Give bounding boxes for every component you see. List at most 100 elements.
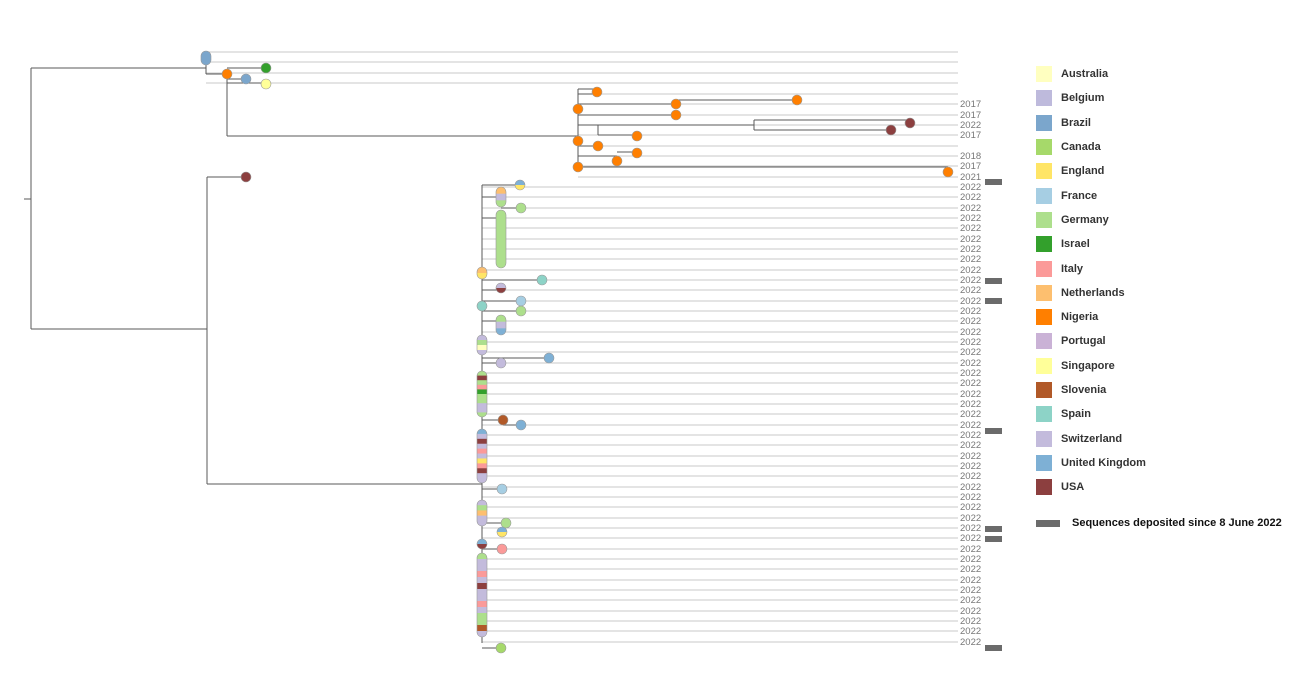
node-color-segment <box>477 273 487 279</box>
tip-year-label: 2018 <box>960 151 981 162</box>
node-color-segment <box>222 69 232 79</box>
tree-node[interactable] <box>495 357 507 369</box>
node-color-segment <box>477 577 487 584</box>
tree-node[interactable] <box>885 124 897 136</box>
legend-swatch <box>1036 139 1052 156</box>
tree-node[interactable] <box>514 179 526 191</box>
tree-node[interactable] <box>670 98 682 110</box>
legend-label: Italy <box>1061 262 1084 275</box>
tree-node[interactable] <box>476 428 488 484</box>
node-color-segment <box>477 438 487 445</box>
node-color-segment <box>477 394 487 400</box>
node-color-segment <box>593 141 603 151</box>
tree-node[interactable] <box>572 135 584 147</box>
tree-node[interactable] <box>476 300 488 312</box>
legend-label: Belgium <box>1061 92 1105 105</box>
tip-year-label: 2022 <box>960 234 981 245</box>
tip-year-label: 2022 <box>960 285 981 296</box>
tree-node[interactable] <box>670 109 682 121</box>
tree-node[interactable] <box>497 414 509 426</box>
node-color-segment <box>477 559 487 566</box>
tree-node[interactable] <box>496 483 508 495</box>
tree-node[interactable] <box>476 370 488 418</box>
tip-year-label: 2022 <box>960 213 981 224</box>
legend-swatch <box>1036 236 1052 253</box>
node-color-segment <box>477 443 487 450</box>
legend-swatch <box>1036 187 1052 204</box>
tree-node[interactable] <box>791 94 803 106</box>
tree-node[interactable] <box>515 305 527 317</box>
tip-year-label: 2022 <box>960 120 981 131</box>
legend-item-netherlands: Netherlands <box>1036 281 1146 305</box>
node-color-segment <box>477 553 487 560</box>
tree-node[interactable] <box>543 352 555 364</box>
legend-label: England <box>1061 165 1105 178</box>
tree-nodes[interactable] <box>200 50 954 654</box>
tree-node[interactable] <box>591 86 603 98</box>
tree-node[interactable] <box>631 130 643 142</box>
legend-swatch <box>1036 66 1052 83</box>
tree-node[interactable] <box>240 171 252 183</box>
node-color-segment <box>905 118 915 128</box>
node-color-segment <box>477 335 487 341</box>
node-color-segment <box>477 375 487 381</box>
legend-label: Australia <box>1061 68 1109 81</box>
tree-node[interactable] <box>515 295 527 307</box>
tree-node[interactable] <box>500 517 512 529</box>
legend-item-canada: Canada <box>1036 135 1146 159</box>
tip-year-label: 2022 <box>960 358 981 369</box>
tree-node[interactable] <box>496 526 508 538</box>
node-color-segment <box>477 345 487 351</box>
tree-node[interactable] <box>515 419 527 431</box>
tree-node[interactable] <box>240 73 252 85</box>
tip-year-label: 2022 <box>960 430 981 441</box>
tree-node[interactable] <box>572 103 584 115</box>
tree-node[interactable] <box>515 202 527 214</box>
tree-node[interactable] <box>200 50 212 66</box>
node-color-segment <box>477 463 487 469</box>
tree-node[interactable] <box>495 314 507 336</box>
node-color-segment <box>477 619 487 626</box>
tree-node[interactable] <box>476 499 488 527</box>
tip-year-label: 2017 <box>960 130 981 141</box>
node-color-segment <box>886 125 896 135</box>
tip-year-label: 2022 <box>960 327 981 338</box>
tree-node[interactable] <box>904 117 916 129</box>
node-color-segment <box>671 99 681 109</box>
tree-node[interactable] <box>260 78 272 90</box>
legend-item-usa: USA <box>1036 475 1146 499</box>
legend-label: France <box>1061 189 1098 202</box>
tip-year-label: 2022 <box>960 461 981 472</box>
tree-node[interactable] <box>476 334 488 356</box>
tree-node[interactable] <box>495 186 507 208</box>
legend-label: Switzerland <box>1061 432 1123 445</box>
node-color-segment <box>477 453 487 459</box>
tree-node[interactable] <box>476 552 488 638</box>
tip-year-label: 2022 <box>960 420 981 431</box>
node-color-segment <box>477 468 487 474</box>
tree-node[interactable] <box>592 140 604 152</box>
tree-node[interactable] <box>631 147 643 159</box>
tree-node[interactable] <box>495 642 507 654</box>
node-color-segment <box>477 583 487 590</box>
tip-year-label: 2022 <box>960 626 981 637</box>
tree-node[interactable] <box>611 155 623 167</box>
tree-node[interactable] <box>476 266 488 280</box>
tree-node[interactable] <box>495 282 507 294</box>
tree-node[interactable] <box>221 68 233 80</box>
tree-node[interactable] <box>260 62 272 74</box>
tree-node[interactable] <box>495 209 507 269</box>
tip-year-label: 2022 <box>960 378 981 389</box>
tree-node[interactable] <box>496 543 508 555</box>
node-color-segment <box>497 484 507 494</box>
tree-node[interactable] <box>536 274 548 286</box>
node-color-segment <box>477 631 487 637</box>
legend-item-united-kingdom: United Kingdom <box>1036 451 1146 475</box>
legend-item-brazil: Brazil <box>1036 111 1146 135</box>
node-color-segment <box>477 539 487 545</box>
tree-node[interactable] <box>942 166 954 178</box>
tip-year-label: 2017 <box>960 99 981 110</box>
tip-year-label: 2022 <box>960 306 981 317</box>
tree-node[interactable] <box>572 161 584 173</box>
tree-node[interactable] <box>476 538 488 550</box>
